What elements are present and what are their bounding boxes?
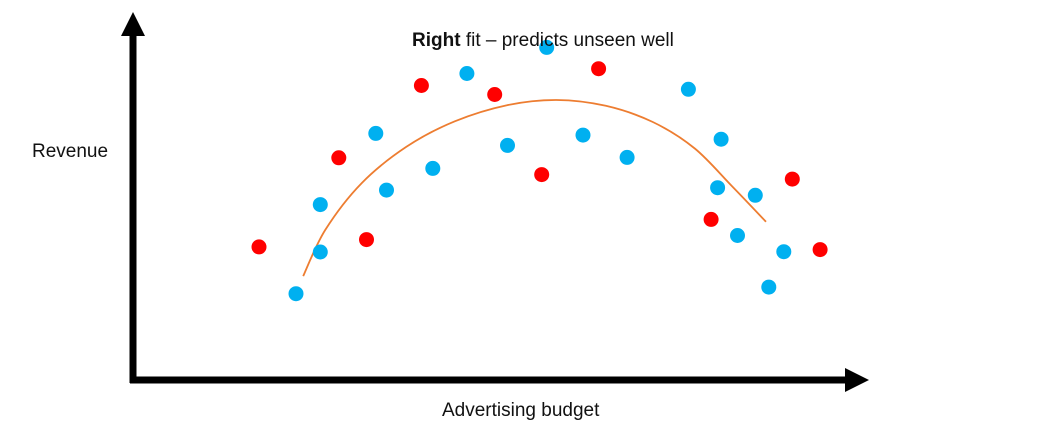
blue-data-point xyxy=(500,137,515,153)
blue-data-point xyxy=(539,39,555,55)
blue-data-point xyxy=(619,149,635,165)
y-axis-label: Revenue xyxy=(32,141,109,162)
blue-data-point xyxy=(747,187,763,203)
blue-data-point xyxy=(730,228,745,243)
blue-data-point xyxy=(575,127,591,143)
red-data-point xyxy=(359,232,374,248)
chart-title-bold: Right xyxy=(412,30,461,51)
blue-data-point xyxy=(776,244,792,260)
red-data-point xyxy=(413,78,429,93)
chart-title: Right fit – predicts unseen well xyxy=(412,30,674,52)
fit-curve xyxy=(302,99,767,277)
blue-data-point xyxy=(761,279,777,295)
blue-data-point xyxy=(680,81,696,97)
blue-data-point xyxy=(425,160,441,176)
blue-data-point xyxy=(312,197,328,213)
blue-data-point xyxy=(379,182,394,198)
red-data-point xyxy=(784,171,800,187)
blue-data-point xyxy=(713,131,729,147)
x-axis-arrowhead xyxy=(845,368,869,392)
red-data-point xyxy=(534,167,550,183)
red-data-point xyxy=(812,242,828,258)
red-data-point xyxy=(487,87,503,102)
x-axis-label: Advertising budget xyxy=(442,400,600,421)
red-data-point xyxy=(591,61,607,77)
chart-title-rest: fit – predicts unseen well xyxy=(460,30,674,51)
blue-data-point xyxy=(288,286,304,302)
blue-data-point xyxy=(368,125,384,141)
blue-data-point xyxy=(459,66,475,81)
red-data-point xyxy=(251,239,267,255)
red-data-point xyxy=(703,211,719,227)
y-axis-arrowhead xyxy=(121,12,145,36)
red-data-point xyxy=(331,150,347,166)
blue-data-point xyxy=(312,244,328,260)
blue-data-point xyxy=(710,180,726,196)
